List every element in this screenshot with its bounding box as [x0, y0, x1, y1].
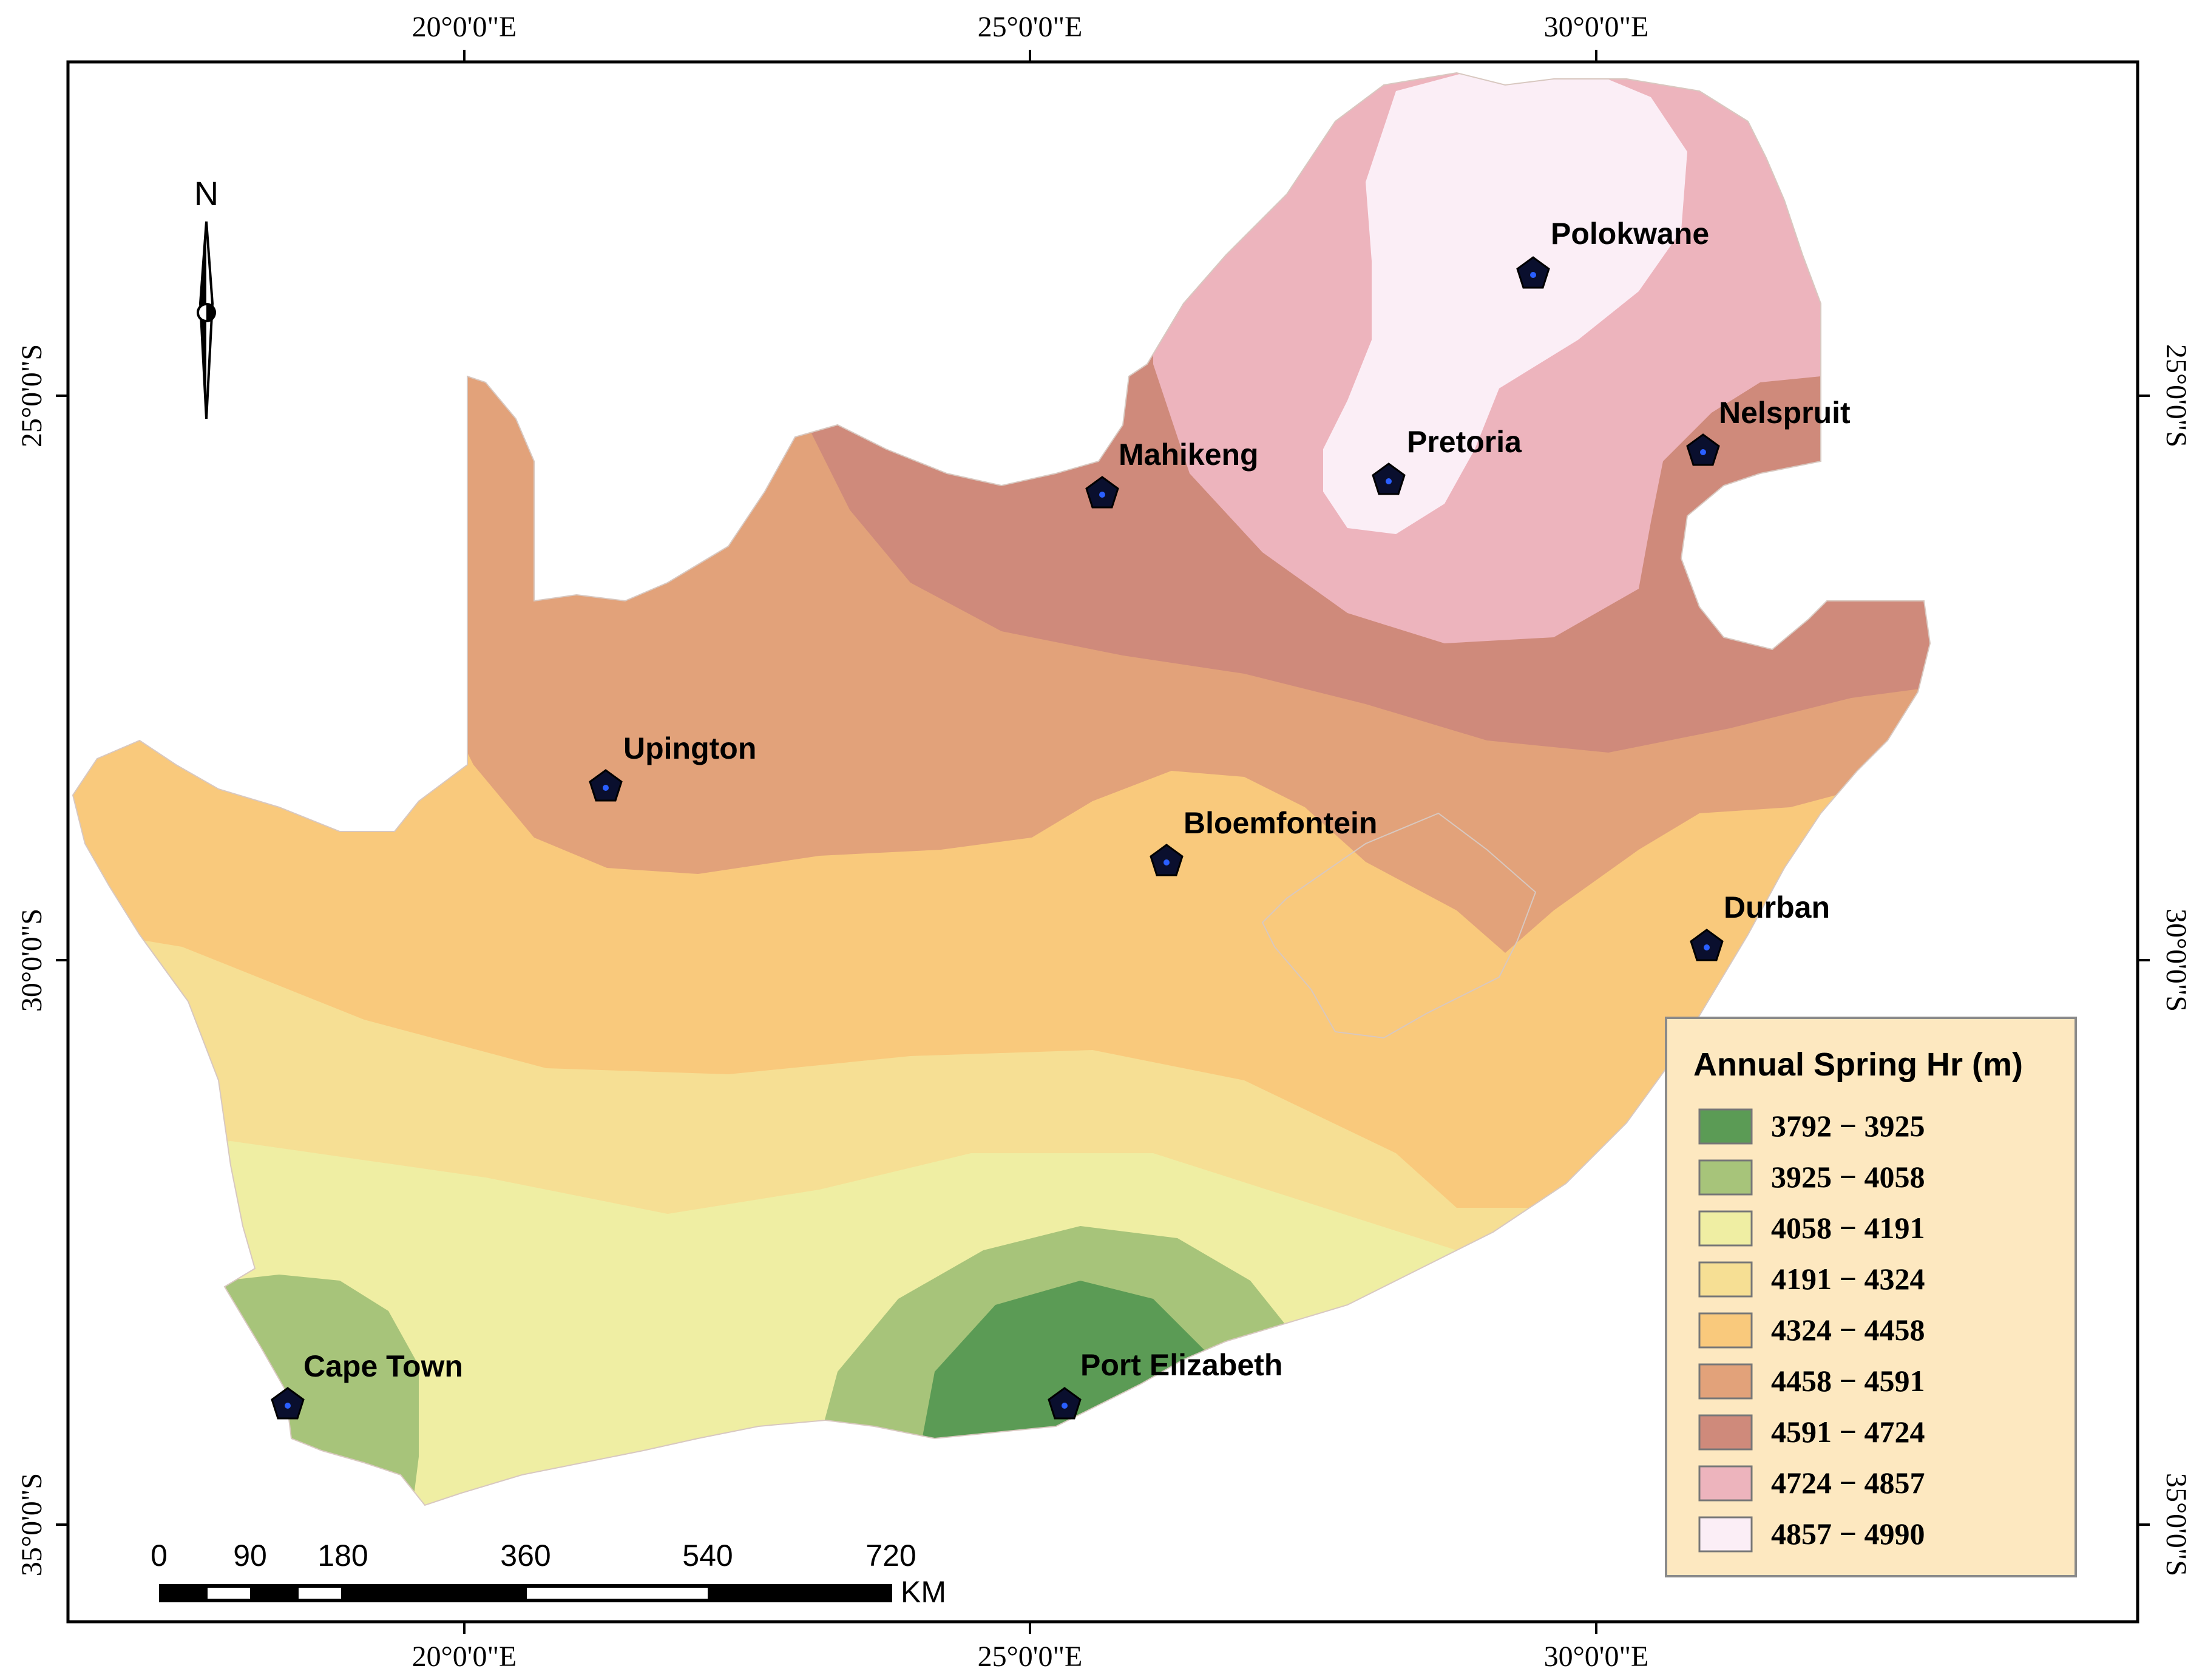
city-marker-dot	[1062, 1403, 1068, 1409]
city-label-cape-town: Cape Town	[303, 1349, 463, 1383]
left-lat-label-35: 35°0'0"S	[16, 1473, 48, 1576]
city-marker-dot	[1099, 492, 1105, 498]
legend-swatch-3	[1698, 1261, 1753, 1298]
scale-bar-frame	[159, 1584, 892, 1602]
city-label-port-elizabeth: Port Elizabeth	[1080, 1348, 1282, 1382]
city-marker-dot	[1530, 272, 1536, 278]
city-nelspruit: Nelspruit	[1686, 396, 1851, 466]
scale-tick-360: 360	[500, 1539, 550, 1573]
legend-label-1: 3925 − 4058	[1771, 1160, 1925, 1194]
right-lat-label-30: 30°0'0"S	[2160, 909, 2192, 1012]
scale-tick-90: 90	[233, 1539, 267, 1573]
legend-title: Annual Spring Hr (m)	[1693, 1046, 2023, 1083]
city-cape-town: Cape Town	[271, 1349, 463, 1420]
city-mahikeng: Mahikeng	[1085, 438, 1259, 509]
top-lon-label-20: 20°0'0"E	[412, 11, 517, 43]
city-marker-dot	[1700, 449, 1706, 455]
right-lat-label-35: 35°0'0"S	[2160, 1473, 2192, 1576]
legend-label-5: 4458 − 4591	[1771, 1364, 1925, 1398]
north-label: N	[194, 174, 218, 212]
city-marker-dot	[603, 785, 609, 791]
legend-label-6: 4591 − 4724	[1771, 1415, 1925, 1449]
legend-swatch-7	[1698, 1465, 1753, 1502]
city-port-elizabeth: Port Elizabeth	[1048, 1348, 1282, 1420]
city-marker-dot	[1163, 859, 1170, 865]
city-label-bloemfontein: Bloemfontein	[1184, 806, 1377, 840]
legend-label-0: 3792 − 3925	[1771, 1109, 1925, 1143]
left-lat-label-30: 30°0'0"S	[16, 909, 48, 1012]
legend-swatch-2	[1698, 1210, 1753, 1247]
city-label-mahikeng: Mahikeng	[1119, 438, 1259, 472]
legend-swatch-5	[1698, 1363, 1753, 1400]
legend-label-7: 4724 − 4857	[1771, 1466, 1925, 1500]
legend-label-3: 4191 − 4324	[1771, 1262, 1925, 1296]
graticule-ticks	[56, 50, 2150, 1634]
city-label-polokwane: Polokwane	[1551, 217, 1709, 251]
map-frame	[66, 60, 2139, 1624]
city-markers: Polokwane Pretoria Nelspruit Mahikeng Up…	[271, 217, 1851, 1420]
legend-label-8: 4857 − 4990	[1771, 1517, 1925, 1551]
city-label-pretoria: Pretoria	[1407, 425, 1522, 459]
city-marker-dot	[1386, 478, 1392, 484]
scale-unit: KM	[901, 1575, 946, 1609]
bottom-lon-label-30: 30°0'0"E	[1544, 1641, 1649, 1673]
city-label-durban: Durban	[1724, 890, 1830, 924]
bottom-lon-label-25: 25°0'0"E	[978, 1641, 1083, 1673]
scale-tick-180: 180	[317, 1539, 368, 1573]
legend-label-4: 4324 − 4458	[1771, 1313, 1925, 1347]
scale-tick-720: 720	[865, 1539, 916, 1573]
legend-swatch-6	[1698, 1414, 1753, 1451]
zone-4857-4990	[1323, 73, 1687, 534]
legend-rows: 3792 − 3925 3925 − 4058 4058 − 4191 4191 − …	[1698, 1108, 1925, 1553]
scale-tick-0: 0	[151, 1539, 168, 1573]
city-label-nelspruit: Nelspruit	[1719, 396, 1851, 430]
legend-swatch-4	[1698, 1312, 1753, 1349]
city-label-upington: Upington	[623, 731, 756, 765]
left-lat-label-25: 25°0'0"S	[16, 344, 48, 447]
city-durban: Durban	[1690, 890, 1830, 961]
city-marker-dot	[1704, 944, 1710, 950]
legend: Annual Spring Hr (m) 3792 − 3925 3925 − 4…	[1665, 1017, 2077, 1577]
north-arrow: N	[194, 174, 218, 419]
top-lon-label-30: 30°0'0"E	[1544, 11, 1649, 43]
scale-bar: 0 90 180 360 540 720 KM	[151, 1539, 946, 1609]
bottom-lon-label-20: 20°0'0"E	[412, 1641, 517, 1673]
city-bloemfontein: Bloemfontein	[1150, 806, 1377, 876]
top-lon-label-25: 25°0'0"E	[978, 11, 1083, 43]
legend-label-2: 4058 − 4191	[1771, 1211, 1925, 1245]
legend-swatch-8	[1698, 1516, 1753, 1553]
city-upington: Upington	[589, 731, 756, 802]
right-lat-label-25: 25°0'0"S	[2160, 344, 2192, 447]
country-outline	[72, 72, 1931, 1506]
graticule-labels: 20°0'0"E 25°0'0"E 30°0'0"E 20°0'0"E 25°0…	[16, 11, 2192, 1673]
legend-swatch-1	[1698, 1159, 1753, 1196]
city-polokwane: Polokwane	[1516, 217, 1709, 289]
legend-swatch-0	[1698, 1108, 1753, 1145]
city-marker-dot	[285, 1403, 291, 1409]
city-pretoria: Pretoria	[1372, 425, 1522, 495]
scale-tick-540: 540	[682, 1539, 733, 1573]
